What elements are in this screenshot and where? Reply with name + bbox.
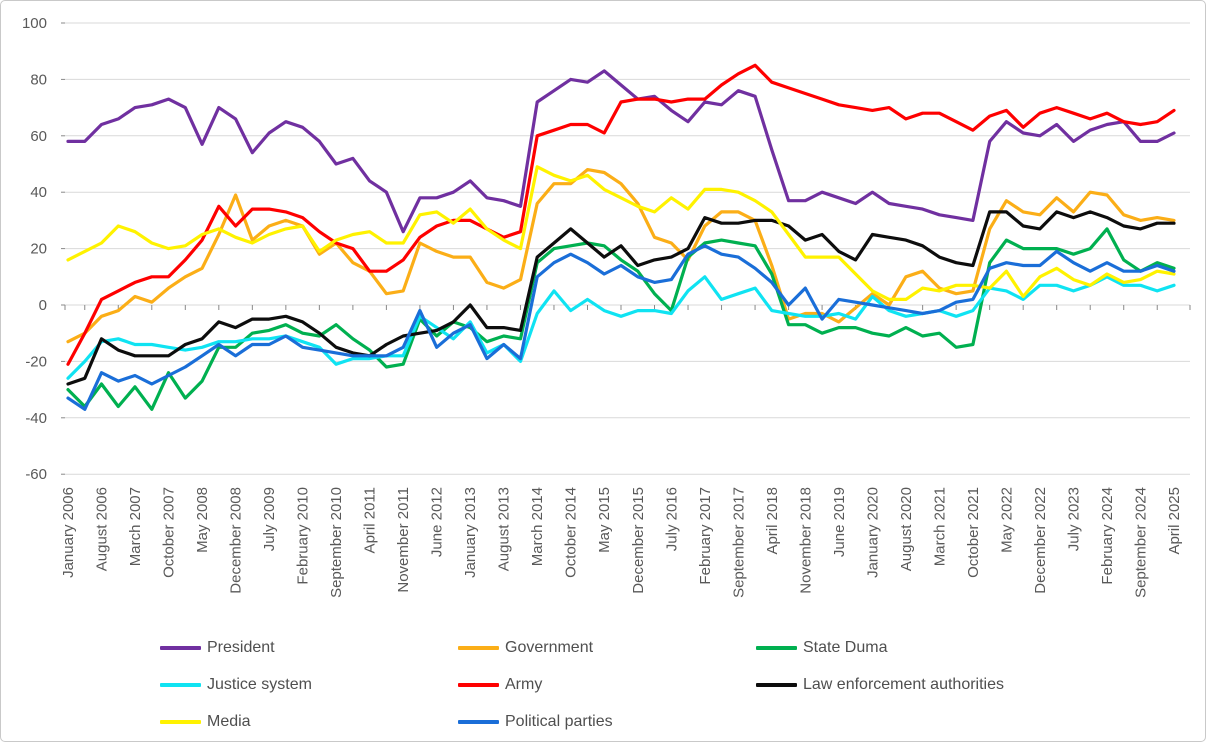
- justice-system-line-swatch: [160, 682, 201, 687]
- legend-label: Justice system: [207, 675, 312, 693]
- legend-item-army: Army: [458, 676, 756, 694]
- president-line-swatch: [160, 645, 201, 650]
- legend-item-president: President: [160, 639, 458, 657]
- x-axis-label: November 2018: [797, 487, 814, 594]
- y-axis-label: -60: [25, 466, 47, 483]
- x-axis-label: December 2022: [1032, 487, 1049, 594]
- legend-item-state-duma: State Duma: [756, 639, 1054, 657]
- media-line-swatch: [160, 719, 201, 724]
- legend-item-law-enforcement: Law enforcement authorities: [756, 676, 1054, 694]
- legend-label: Law enforcement authorities: [803, 675, 1004, 693]
- x-axis-label: March 2021: [931, 487, 948, 566]
- series-line-state-duma: [66, 227, 1176, 411]
- government-line-swatch: [458, 645, 499, 650]
- x-axis-label: March 2014: [529, 487, 546, 566]
- x-axis-label: August 2013: [496, 487, 513, 571]
- series-line-president: [66, 69, 1176, 234]
- x-axis-label: November 2011: [395, 487, 412, 593]
- x-axis-label: August 2006: [94, 487, 111, 571]
- x-axis-label: May 2008: [194, 487, 211, 553]
- x-axis-label: July 2023: [1065, 487, 1082, 551]
- series-line-government: [66, 168, 1176, 344]
- x-axis-label: October 2021: [965, 487, 982, 578]
- legend-item-political-parties: Political parties: [458, 713, 756, 731]
- legend-label: Government: [505, 638, 594, 656]
- x-axis-label: June 2012: [429, 487, 446, 557]
- series-line-army: [66, 63, 1176, 366]
- y-axis-label: -20: [25, 353, 47, 370]
- x-axis-label: May 2015: [596, 487, 613, 553]
- x-axis-label: June 2019: [831, 487, 848, 557]
- legend-label: Army: [505, 675, 543, 693]
- y-axis-label: 60: [30, 128, 47, 145]
- x-axis-label: December 2015: [630, 487, 647, 594]
- series-line-law-enforcement-authorities: [66, 210, 1176, 386]
- x-axis-label: October 2007: [161, 487, 178, 578]
- x-axis-label: April 2011: [362, 487, 379, 553]
- y-axis-label: 20: [30, 241, 47, 258]
- x-axis-label: March 2007: [127, 487, 144, 566]
- y-axis-label: 100: [22, 15, 47, 32]
- x-axis-label: September 2024: [1132, 487, 1149, 598]
- legend-label: Political parties: [505, 712, 613, 730]
- y-axis-label: 0: [39, 297, 47, 314]
- x-axis-label: April 2018: [764, 487, 781, 555]
- y-axis-label: 80: [30, 71, 47, 88]
- army-line-swatch: [458, 682, 499, 687]
- legend-label: State Duma: [803, 638, 888, 656]
- x-axis-label: January 2006: [60, 487, 77, 578]
- x-axis-label: April 2025: [1166, 487, 1183, 555]
- state-duma-line-swatch: [756, 645, 797, 650]
- series-line-political-parties: [66, 244, 1176, 411]
- law-enforcement-line-swatch: [756, 682, 797, 687]
- legend-item-justice-system: Justice system: [160, 676, 458, 694]
- x-axis-label: August 2020: [898, 487, 915, 571]
- x-axis-label: May 2022: [998, 487, 1015, 553]
- legend-label: Media: [207, 712, 251, 730]
- x-axis-label: December 2008: [228, 487, 245, 594]
- y-axis-label: -40: [25, 410, 47, 427]
- x-axis-label: October 2014: [563, 487, 580, 578]
- x-axis-label: September 2010: [328, 487, 345, 598]
- x-axis-label: January 2020: [864, 487, 881, 578]
- x-axis-label: February 2017: [697, 487, 714, 585]
- x-axis-label: February 2024: [1099, 487, 1116, 585]
- x-axis-label: September 2017: [730, 487, 747, 598]
- x-axis-label: February 2010: [295, 487, 312, 585]
- chart-legend: President Government State Duma Justice …: [160, 629, 1080, 740]
- x-axis-label: July 2009: [261, 487, 278, 551]
- legend-item-government: Government: [458, 639, 756, 657]
- series-line-media: [66, 165, 1176, 301]
- political-parties-line-swatch: [458, 719, 499, 724]
- y-axis-label: 40: [30, 184, 47, 201]
- legend-item-media: Media: [160, 713, 458, 731]
- x-axis-label: July 2016: [663, 487, 680, 551]
- x-axis-label: January 2013: [462, 487, 479, 578]
- legend-label: President: [207, 638, 275, 656]
